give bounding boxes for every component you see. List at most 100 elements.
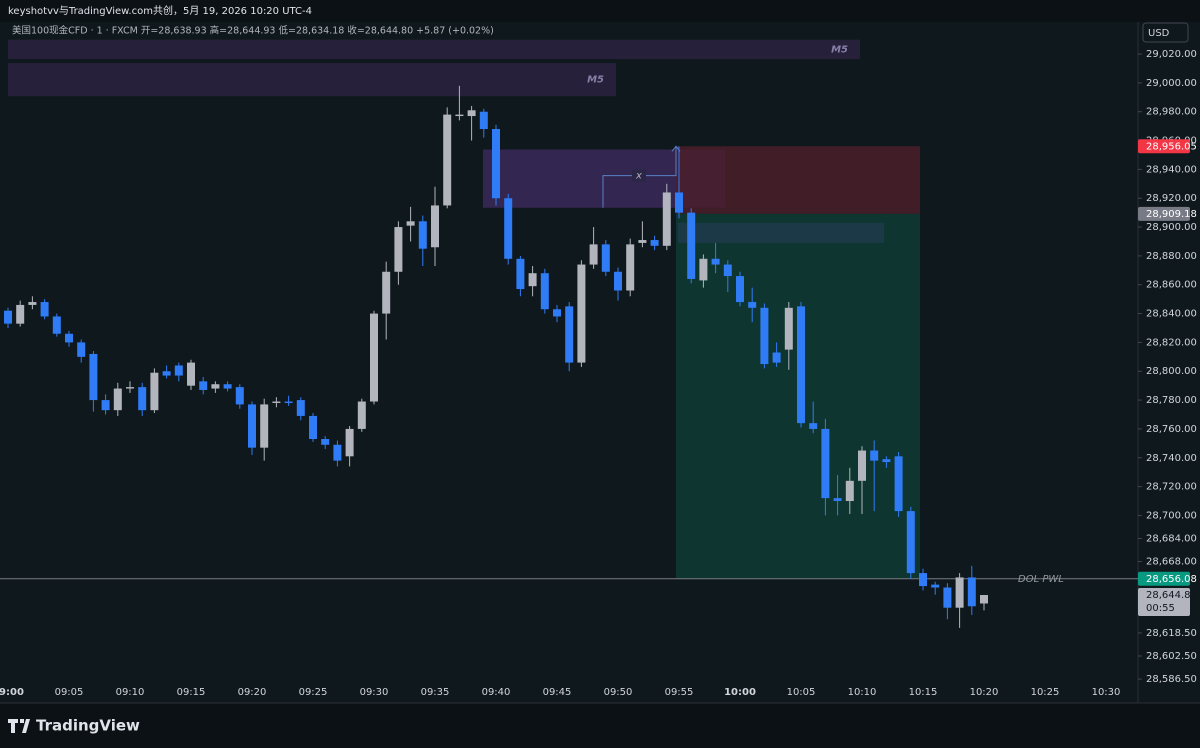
candle-body [858,450,866,481]
candle-body [492,129,500,199]
candle-body [77,342,86,357]
candle-body [357,401,366,429]
candle-body [833,498,842,502]
y-tick-label: 28,900.00 [1146,222,1197,233]
candle-body [723,264,732,277]
candle-body [333,444,342,461]
price-tag [1138,139,1190,154]
candle-body [797,306,805,424]
candle-body [52,316,61,334]
x-tick-label: 09:15 [177,687,206,698]
marker-label-bg [632,169,646,182]
price-tag-label: 28,956.05 [1146,141,1197,152]
attribution: keyshotvv与TradingView.com共创，5月 19, 2026 … [8,4,312,17]
y-tick-label: 28,740.00 [1146,453,1197,464]
candle-body [955,577,964,608]
candle-body [516,258,525,290]
candle-body [614,271,622,291]
candle-body [809,423,818,429]
candle-body [101,400,110,411]
candle-body [309,415,317,440]
x-tick-label: 10:20 [970,687,999,698]
currency: USD [1148,28,1170,39]
x-tick-label: 09:40 [482,687,511,698]
candle-body [675,192,683,213]
candle-body [126,387,134,389]
y-tick-label: 29,020.00 [1146,49,1197,60]
candle-body [467,110,476,117]
price-tag [1138,206,1190,221]
candle-body [601,244,610,272]
currency-box[interactable] [1142,22,1189,43]
y-tick-label: 28,780.00 [1146,395,1197,406]
candle-body [16,304,25,324]
candle-body [455,114,464,117]
y-tick-label: 28,940.00 [1146,164,1197,175]
zone [8,63,616,97]
candle-body [235,387,244,405]
y-tick-label: 28,668.00 [1146,557,1197,568]
candle-body [772,352,781,363]
y-tick-label: 28,586.50 [1146,674,1197,685]
candle-body [565,306,574,363]
x-tick-label: 09:35 [421,687,450,698]
price-tag-label: 28,656.08 [1146,574,1197,585]
candle-body [345,428,354,457]
candle-body [894,456,903,512]
candle-body [650,240,659,246]
candle-body [638,240,647,243]
bottom-bar [0,703,1200,748]
x-tick-label: 10:30 [1092,687,1121,698]
y-tick-label: 28,602.50 [1146,651,1197,662]
y-tick-label: 28,820.00 [1146,337,1197,348]
candle-body [418,221,427,249]
candle-body [748,302,757,308]
level-label: DOL PWL [1018,574,1064,585]
candle-body [394,227,403,272]
candle-body [906,511,915,574]
candle-body [553,309,561,317]
candle-body [223,384,232,389]
candle-body [577,264,586,363]
candle-body [845,480,854,502]
candle-body [943,587,952,608]
zone [8,39,860,60]
x-tick-label: 09:00 [0,687,24,698]
y-tick-label: 28,980.00 [1146,107,1197,118]
x-tick-label: 09:25 [299,687,328,698]
candle-body [248,404,256,448]
candle-body [431,205,439,248]
x-tick-label: 09:05 [55,687,84,698]
candle-body [821,428,830,499]
candle-body [162,371,171,376]
y-tick-label: 28,700.00 [1146,510,1197,521]
candle-body [626,244,635,291]
x-tick-label: 10:05 [787,687,816,698]
candle-body [296,400,305,416]
y-tick-label: 28,760.00 [1146,424,1197,435]
candle-body [699,258,708,281]
candle-body [528,273,537,287]
brand: TradingView [36,717,140,735]
logo: TradingView [8,717,140,735]
candle-body [321,439,330,445]
candle-body [113,388,122,411]
candle-body [589,244,598,265]
zone [678,222,884,243]
candle-body [760,307,769,365]
candle-body [931,584,940,588]
y-tick-label: 28,920.00 [1146,193,1197,204]
candle-body [260,404,269,448]
candle-body [784,307,793,350]
countdown: 00:55 [1146,603,1175,614]
x-tick-label: 09:45 [543,687,572,698]
candle-body [187,362,195,386]
zone [676,146,920,214]
candle-body [540,273,549,310]
candle-body [443,114,452,206]
y-tick-label: 28,618.50 [1146,628,1197,639]
candle-body [211,384,220,389]
zone-label: M5 [831,44,848,55]
